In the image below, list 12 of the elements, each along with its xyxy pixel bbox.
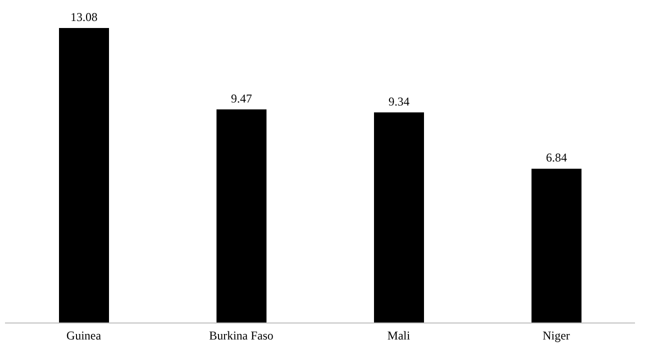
data-label: 6.84 <box>546 150 567 165</box>
data-label: 9.47 <box>231 91 252 106</box>
x-tick-label: Burkina Faso <box>209 328 274 343</box>
bar <box>374 112 424 323</box>
x-tick-label: Guinea <box>66 328 102 343</box>
data-label: 9.34 <box>388 94 410 108</box>
x-tick-label: Mali <box>387 328 411 343</box>
bar <box>216 109 266 323</box>
x-tick-label: Niger <box>542 328 570 343</box>
data-label: 13.08 <box>70 10 98 24</box>
bar <box>532 168 582 323</box>
bar <box>59 28 109 323</box>
